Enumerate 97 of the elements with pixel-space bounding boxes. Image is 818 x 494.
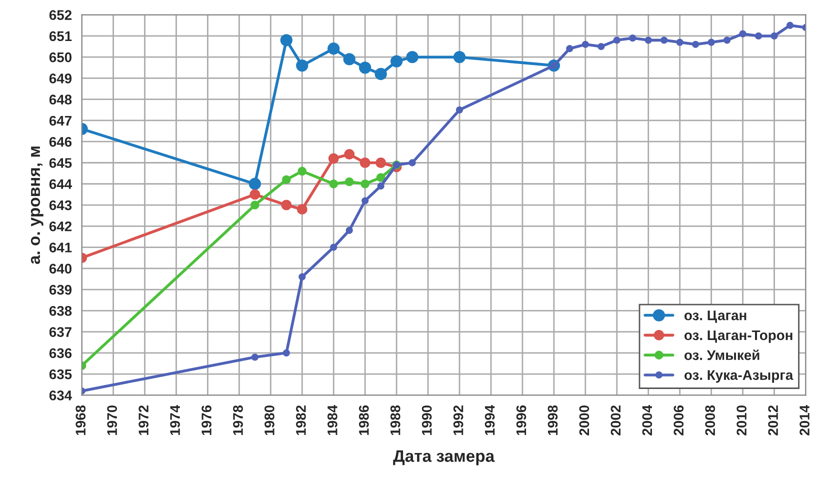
x-tick-label: 2008	[705, 405, 716, 436]
point	[723, 36, 731, 44]
x-tick-label: 1982	[296, 405, 306, 435]
y-tick-label: 651	[49, 31, 72, 42]
point	[328, 153, 339, 164]
y-tick-label: 634	[49, 390, 72, 400]
point	[282, 349, 290, 357]
y-tick-label: 642	[49, 221, 72, 232]
point	[374, 68, 387, 80]
x-tick-label: 2010	[736, 405, 747, 436]
y-tick-label: 645	[49, 158, 72, 168]
point	[566, 45, 574, 52]
x-tick-label: 1970	[107, 405, 118, 435]
point	[296, 59, 308, 72]
x-tick-label: 1974	[170, 404, 180, 435]
point	[770, 32, 778, 40]
point	[360, 179, 370, 188]
x-tick-label: 1972	[138, 405, 148, 435]
point	[739, 30, 746, 38]
legend-label: оз. Цаган-Торон	[684, 330, 792, 343]
point	[377, 182, 384, 190]
point	[359, 62, 372, 74]
point	[360, 158, 370, 168]
x-axis-title: Дата замера	[393, 450, 495, 466]
x-tick-label: 1980	[264, 405, 274, 435]
y-tick-label: 639	[49, 284, 72, 295]
point	[629, 34, 636, 42]
point	[296, 204, 308, 214]
y-tick-label: 635	[49, 369, 72, 380]
x-tick-label: 1988	[390, 405, 400, 435]
legend-label: оз. Цаган	[684, 310, 746, 323]
point	[660, 36, 668, 44]
y-axis-title: а. о. уровня, м	[30, 146, 44, 264]
point	[582, 40, 589, 48]
point	[362, 197, 369, 204]
y-tick-label: 652	[49, 10, 72, 20]
point	[754, 32, 762, 40]
point	[613, 36, 620, 44]
point	[282, 175, 291, 184]
x-tick-label: 1986	[358, 405, 369, 435]
legend-label: оз. Кука-Азырга	[684, 370, 794, 383]
x-tick-label: 2012	[768, 405, 778, 436]
x-tick-label: 1990	[422, 405, 432, 435]
point	[344, 177, 354, 186]
point	[281, 200, 292, 210]
point	[676, 38, 684, 46]
x-tick-label: 1978	[233, 405, 243, 435]
point	[408, 159, 416, 166]
y-tick-label: 644	[49, 179, 72, 190]
x-tick-label: 1976	[202, 405, 212, 435]
point	[376, 173, 386, 182]
point	[708, 38, 715, 46]
x-tick-label: 2004	[642, 404, 652, 436]
point	[298, 273, 306, 280]
x-tick-label: 1994	[484, 404, 495, 435]
point	[248, 178, 261, 190]
point	[330, 244, 338, 251]
point	[644, 36, 652, 44]
point	[329, 179, 338, 188]
x-tick-label: 1996	[516, 405, 526, 435]
x-tick-label: 2014	[800, 404, 810, 436]
point	[343, 53, 356, 66]
point	[406, 51, 418, 64]
point	[250, 189, 260, 200]
x-tick-label: 1992	[453, 405, 464, 435]
y-tick-label: 640	[49, 264, 72, 274]
point	[346, 226, 353, 234]
point	[376, 158, 386, 168]
y-tick-label: 646	[49, 136, 72, 147]
point	[280, 34, 292, 46]
x-tick-label: 1998	[548, 405, 558, 435]
y-tick-label: 636	[49, 348, 72, 358]
point	[692, 40, 700, 48]
point	[328, 42, 340, 55]
point	[598, 42, 605, 50]
legend-label: оз. Умыкей	[684, 350, 760, 360]
point	[786, 22, 794, 29]
x-tick-label: 2000	[579, 405, 590, 436]
y-tick-label: 648	[49, 94, 72, 105]
point	[251, 354, 258, 361]
y-tick-label: 649	[49, 74, 72, 84]
point	[298, 166, 307, 176]
x-tick-label: 1984	[327, 404, 338, 435]
x-tick-label: 2006	[674, 405, 684, 436]
point	[453, 51, 466, 64]
x-tick-label: 2002	[610, 405, 621, 436]
y-tick-label: 650	[49, 52, 72, 62]
x-tick-label: 1968	[76, 405, 86, 435]
y-tick-label: 637	[49, 327, 72, 337]
point	[390, 55, 403, 68]
point	[456, 106, 464, 114]
point	[250, 200, 260, 210]
y-tick-label: 638	[49, 306, 72, 316]
y-tick-label: 643	[49, 200, 72, 210]
point	[344, 149, 355, 160]
y-tick-label: 641	[49, 242, 72, 252]
y-tick-label: 647	[49, 116, 72, 126]
